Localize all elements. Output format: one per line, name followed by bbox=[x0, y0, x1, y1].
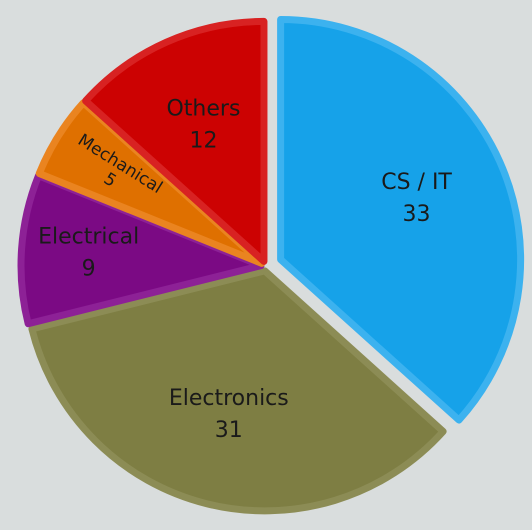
pie-slice bbox=[277, 15, 525, 424]
slice-label: Electronics 31 bbox=[169, 386, 289, 443]
pie-slice bbox=[82, 17, 268, 265]
slice-label: Others 12 bbox=[166, 96, 240, 153]
slice-label: Electrical 9 bbox=[38, 225, 139, 282]
slice-value: 33 bbox=[403, 202, 431, 227]
pie-slice bbox=[28, 267, 447, 515]
slice-value: 9 bbox=[82, 257, 96, 282]
slice-name: Others bbox=[166, 96, 240, 121]
slice-name: Electronics bbox=[169, 386, 289, 411]
slice-label: CS / IT 33 bbox=[381, 170, 452, 227]
pie-slice bbox=[17, 172, 265, 328]
slice-value: 31 bbox=[215, 418, 243, 443]
slice-value: 12 bbox=[189, 128, 217, 153]
slice-name: CS / IT bbox=[381, 170, 452, 195]
slice-name: Electrical bbox=[38, 225, 139, 250]
